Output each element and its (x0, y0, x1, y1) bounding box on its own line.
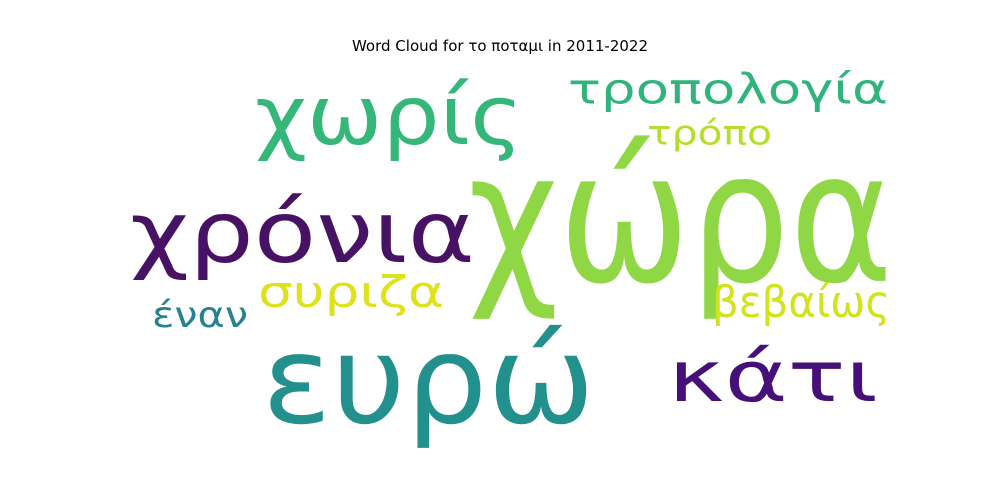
word-5: κάτι (668, 335, 878, 418)
word-9: τρόπο (647, 112, 772, 153)
word-4: χωρίς (255, 67, 523, 164)
word-8: βεβαίως (712, 276, 890, 328)
word-1: χώρα (468, 111, 893, 325)
word-6: τροπολογία (568, 64, 888, 114)
word-3: χρόνια (130, 182, 475, 283)
chart-title: Word Cloud for το ποταμι in 2011-2022 (351, 37, 649, 55)
word-7: συριζα (258, 266, 444, 318)
word-10: έναν (152, 293, 248, 336)
word-2: ευρώ (262, 309, 595, 452)
